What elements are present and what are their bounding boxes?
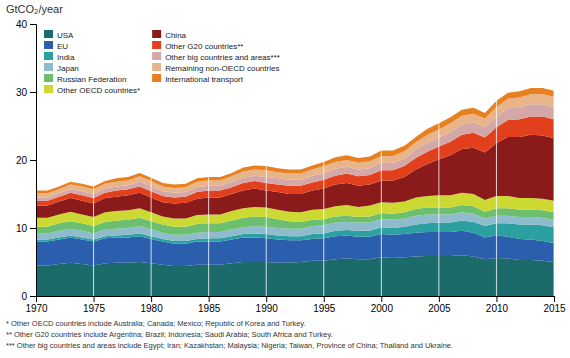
legend-item: USA bbox=[44, 30, 74, 40]
tick-mark bbox=[554, 296, 555, 302]
tick-mark bbox=[30, 160, 36, 161]
legend-swatch bbox=[44, 41, 53, 49]
legend-label: Remaining non-OECD countries bbox=[165, 64, 279, 73]
area bbox=[36, 88, 554, 193]
legend-item: Remaining non-OECD countries bbox=[152, 63, 279, 73]
grid-line bbox=[554, 24, 555, 296]
legend-item: India bbox=[44, 52, 75, 62]
tick: 2015 bbox=[543, 296, 566, 314]
y-axis: 0 10 20 30 40 bbox=[16, 19, 37, 302]
legend-label: USA bbox=[57, 31, 74, 40]
grid-line bbox=[323, 24, 324, 296]
tick-label: 1970 bbox=[25, 303, 48, 314]
legend-swatch bbox=[152, 41, 161, 49]
tick: 1970 bbox=[25, 296, 48, 314]
tick-mark bbox=[30, 24, 36, 25]
tick-label: 1995 bbox=[313, 303, 336, 314]
tick: 2010 bbox=[486, 296, 509, 314]
tick-label: 1975 bbox=[83, 303, 106, 314]
grid-line bbox=[438, 24, 439, 296]
footnote: *** Other big countries and areas includ… bbox=[6, 341, 453, 350]
tick-label: 2015 bbox=[543, 303, 566, 314]
x-axis: 1970 1975 1980 1985 1990 1995 2000 2005 2010 2015 bbox=[25, 296, 566, 314]
tick-label: 2010 bbox=[486, 303, 509, 314]
legend-item: Other big countries and areas*** bbox=[152, 52, 280, 62]
tick: 40 bbox=[16, 19, 36, 30]
legend-swatch bbox=[152, 30, 161, 38]
legend-swatch bbox=[152, 52, 161, 60]
tick: 1995 bbox=[313, 296, 336, 314]
legend-swatch bbox=[44, 85, 53, 93]
tick-mark bbox=[30, 228, 36, 229]
tick-label: 30 bbox=[16, 87, 28, 98]
tick-label: 1985 bbox=[198, 303, 221, 314]
tick: 10 bbox=[16, 223, 36, 234]
tick-mark bbox=[94, 296, 95, 302]
axis-line bbox=[37, 297, 555, 303]
legend-label: Other G20 countries** bbox=[165, 42, 243, 51]
tick-label: 40 bbox=[16, 19, 28, 30]
tick-mark bbox=[266, 296, 267, 302]
legend-swatch bbox=[152, 63, 161, 71]
legend-label: Other big countries and areas*** bbox=[165, 53, 280, 62]
legend-item: International transport bbox=[152, 74, 244, 84]
legend-label: Russian Federation bbox=[57, 75, 126, 84]
tick-label: 20 bbox=[16, 155, 28, 166]
legend-label: International transport bbox=[165, 75, 244, 84]
tick-mark bbox=[30, 92, 36, 93]
tick: 0 bbox=[21, 291, 36, 302]
tick-mark bbox=[324, 296, 325, 302]
tick: 1975 bbox=[83, 296, 106, 314]
legend: USA EU India Japan Russian Federation Other O… bbox=[44, 30, 280, 95]
tick-mark bbox=[439, 296, 440, 302]
footnote: * Other OECD countries include Australia… bbox=[6, 319, 306, 328]
tick-label: 10 bbox=[16, 223, 28, 234]
plot: 1970197519801985199019952000200520102015… bbox=[16, 19, 566, 314]
legend-item: EU bbox=[44, 41, 68, 51]
tick: 20 bbox=[16, 155, 36, 166]
tick-mark bbox=[496, 296, 497, 302]
tick-label: 2000 bbox=[371, 303, 394, 314]
tick: 1990 bbox=[256, 296, 279, 314]
legend-label: EU bbox=[57, 42, 68, 51]
grid-line bbox=[93, 24, 94, 296]
tick: 2005 bbox=[428, 296, 451, 314]
tick-label: 1980 bbox=[140, 303, 163, 314]
tick-label: 2005 bbox=[428, 303, 451, 314]
tick: 2000 bbox=[371, 296, 394, 314]
legend-label: China bbox=[165, 31, 186, 40]
tick-mark bbox=[381, 296, 382, 302]
tick: 1980 bbox=[140, 296, 163, 314]
legend-swatch bbox=[44, 74, 53, 82]
legend-item: China bbox=[152, 30, 186, 40]
legend-item: Other OECD countries* bbox=[44, 85, 140, 95]
legend-swatch bbox=[152, 74, 161, 82]
legend-swatch bbox=[44, 52, 53, 60]
tick-mark bbox=[151, 296, 152, 302]
tick: 30 bbox=[16, 87, 36, 98]
legend-swatch bbox=[44, 30, 53, 38]
grid-line bbox=[151, 24, 152, 296]
grid-line bbox=[381, 24, 382, 296]
footnote: ** Other G20 countries include Argentina… bbox=[6, 330, 333, 339]
legend-item: Other G20 countries** bbox=[152, 41, 243, 51]
tick-label: 0 bbox=[21, 291, 27, 302]
tick-label: 1990 bbox=[256, 303, 279, 314]
legend-item: Japan bbox=[44, 63, 79, 73]
axis-line bbox=[30, 25, 37, 297]
tick-mark bbox=[209, 296, 210, 302]
chart: 1970197519801985199019952000200520102015… bbox=[0, 0, 570, 358]
legend-label: Japan bbox=[57, 64, 79, 73]
legend-item: Russian Federation bbox=[44, 74, 126, 84]
tick: 1985 bbox=[198, 296, 221, 314]
y-axis-label: GtCO₂/year bbox=[6, 3, 63, 15]
legend-label: Other OECD countries* bbox=[57, 86, 140, 95]
legend-swatch bbox=[44, 63, 53, 71]
tick-mark bbox=[30, 296, 36, 297]
grid-line bbox=[496, 24, 497, 296]
legend-label: India bbox=[57, 53, 75, 62]
areas bbox=[36, 24, 554, 296]
